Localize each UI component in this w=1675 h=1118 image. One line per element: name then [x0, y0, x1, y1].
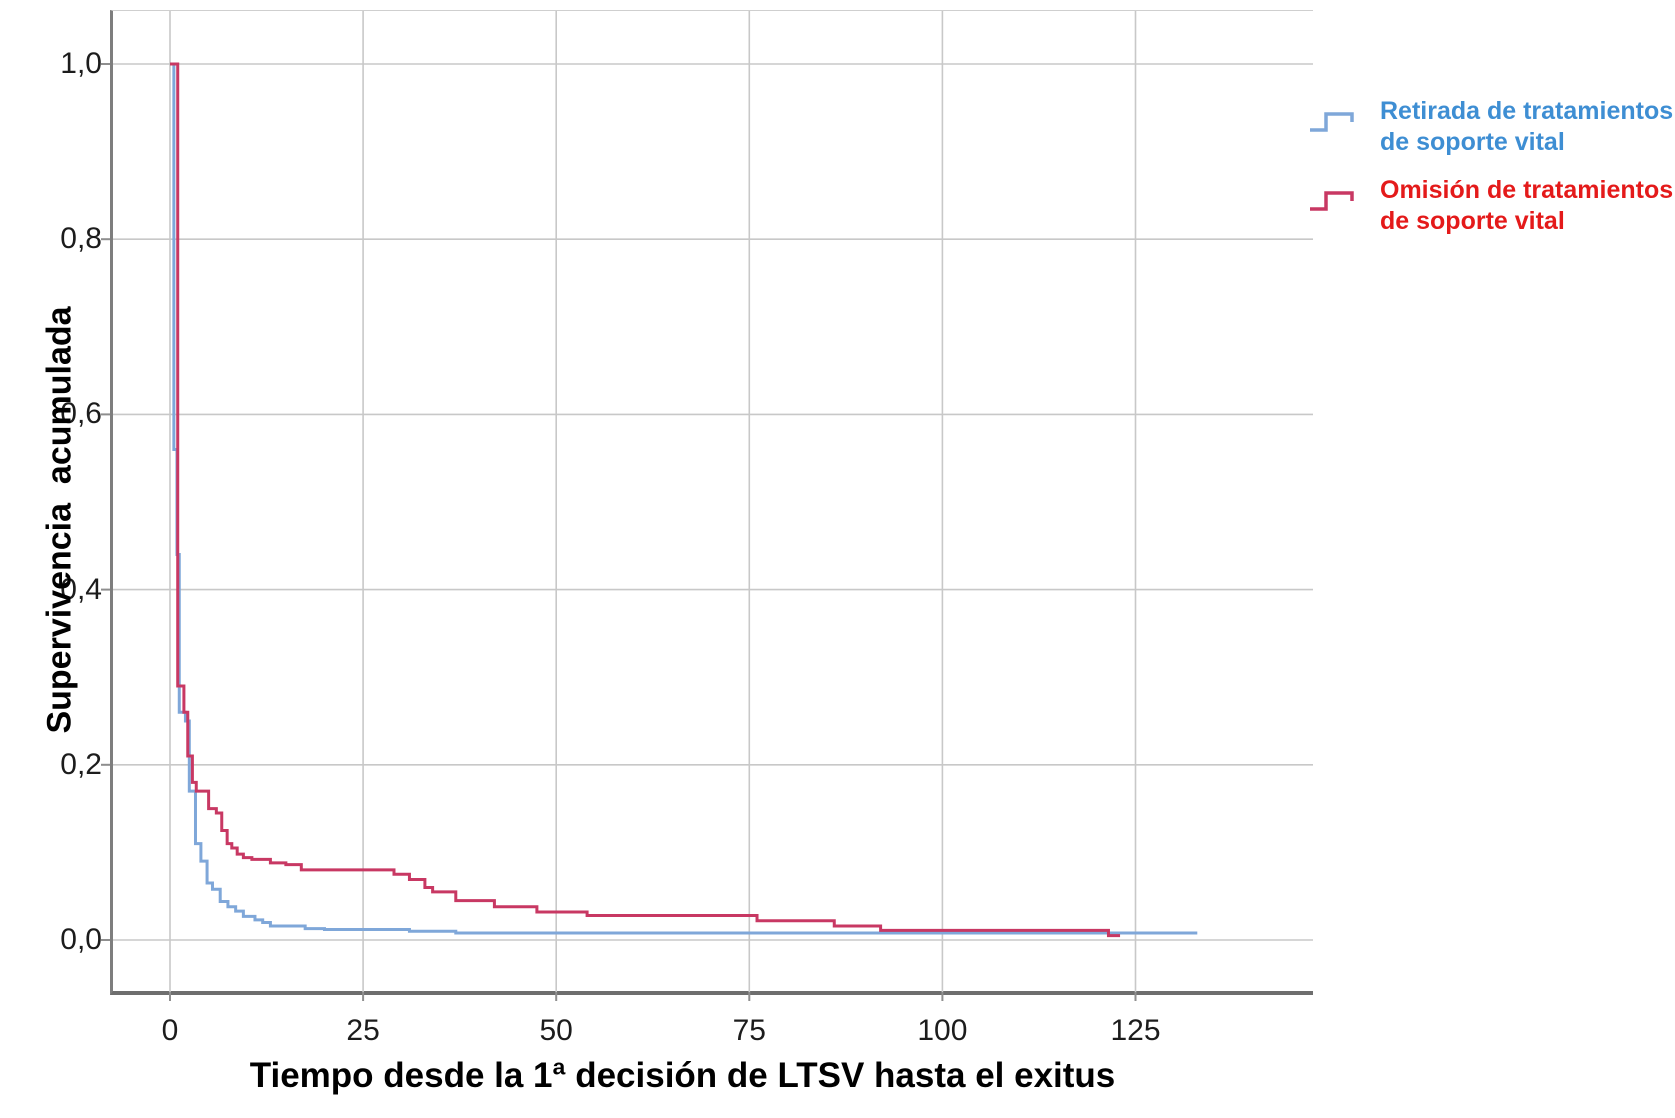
y-axis-title: Supervivencia acumulada: [40, 306, 79, 734]
x-tick-label-125: 125: [1110, 1014, 1161, 1047]
legend: Retirada de tratamientos de soporte vita…: [1309, 96, 1673, 237]
survival-curve-retirada: [170, 62, 1198, 935]
legend-text-line: Omisión de tratamientos: [1380, 176, 1674, 204]
legend-text-line: de soporte vital: [1380, 128, 1565, 156]
x-tick-label-0: 0: [161, 1014, 179, 1047]
legend-text-line: de soporte vital: [1380, 207, 1565, 235]
y-tick-label-0,4: 0,4: [60, 572, 102, 606]
x-tick-label-100: 100: [917, 1014, 968, 1047]
y-tick-label-0,6: 0,6: [60, 397, 102, 431]
plot-area: [101, 10, 1313, 1001]
step-line-icon: [1310, 112, 1354, 132]
legend-item-omision: Omisión de tratamientos de soporte vital: [1309, 175, 1673, 237]
y-tick-label-0,0: 0,0: [60, 923, 102, 956]
plot-svg: [101, 11, 1313, 1001]
x-tick-label-25: 25: [346, 1014, 380, 1047]
legend-label-retirada: Retirada de tratamientos de soporte vita…: [1380, 96, 1673, 158]
x-axis-title: Tiempo desde la 1ª decisión de LTSV hast…: [249, 1056, 1116, 1095]
survival-curve-omision: [170, 62, 1121, 938]
y-tick-label-0,8: 0,8: [60, 222, 102, 256]
legend-item-retirada: Retirada de tratamientos de soporte vita…: [1309, 96, 1673, 158]
x-tick-label-50: 50: [539, 1014, 573, 1047]
y-tick-label-0,2: 0,2: [60, 747, 102, 781]
legend-text-line: Retirada de tratamientos: [1380, 97, 1674, 125]
x-tick-label-75: 75: [732, 1014, 766, 1047]
legend-label-omision: Omisión de tratamientos de soporte vital: [1380, 175, 1673, 237]
y-tick-label-1,0: 1,0: [60, 47, 102, 80]
step-line-icon: [1310, 191, 1354, 211]
